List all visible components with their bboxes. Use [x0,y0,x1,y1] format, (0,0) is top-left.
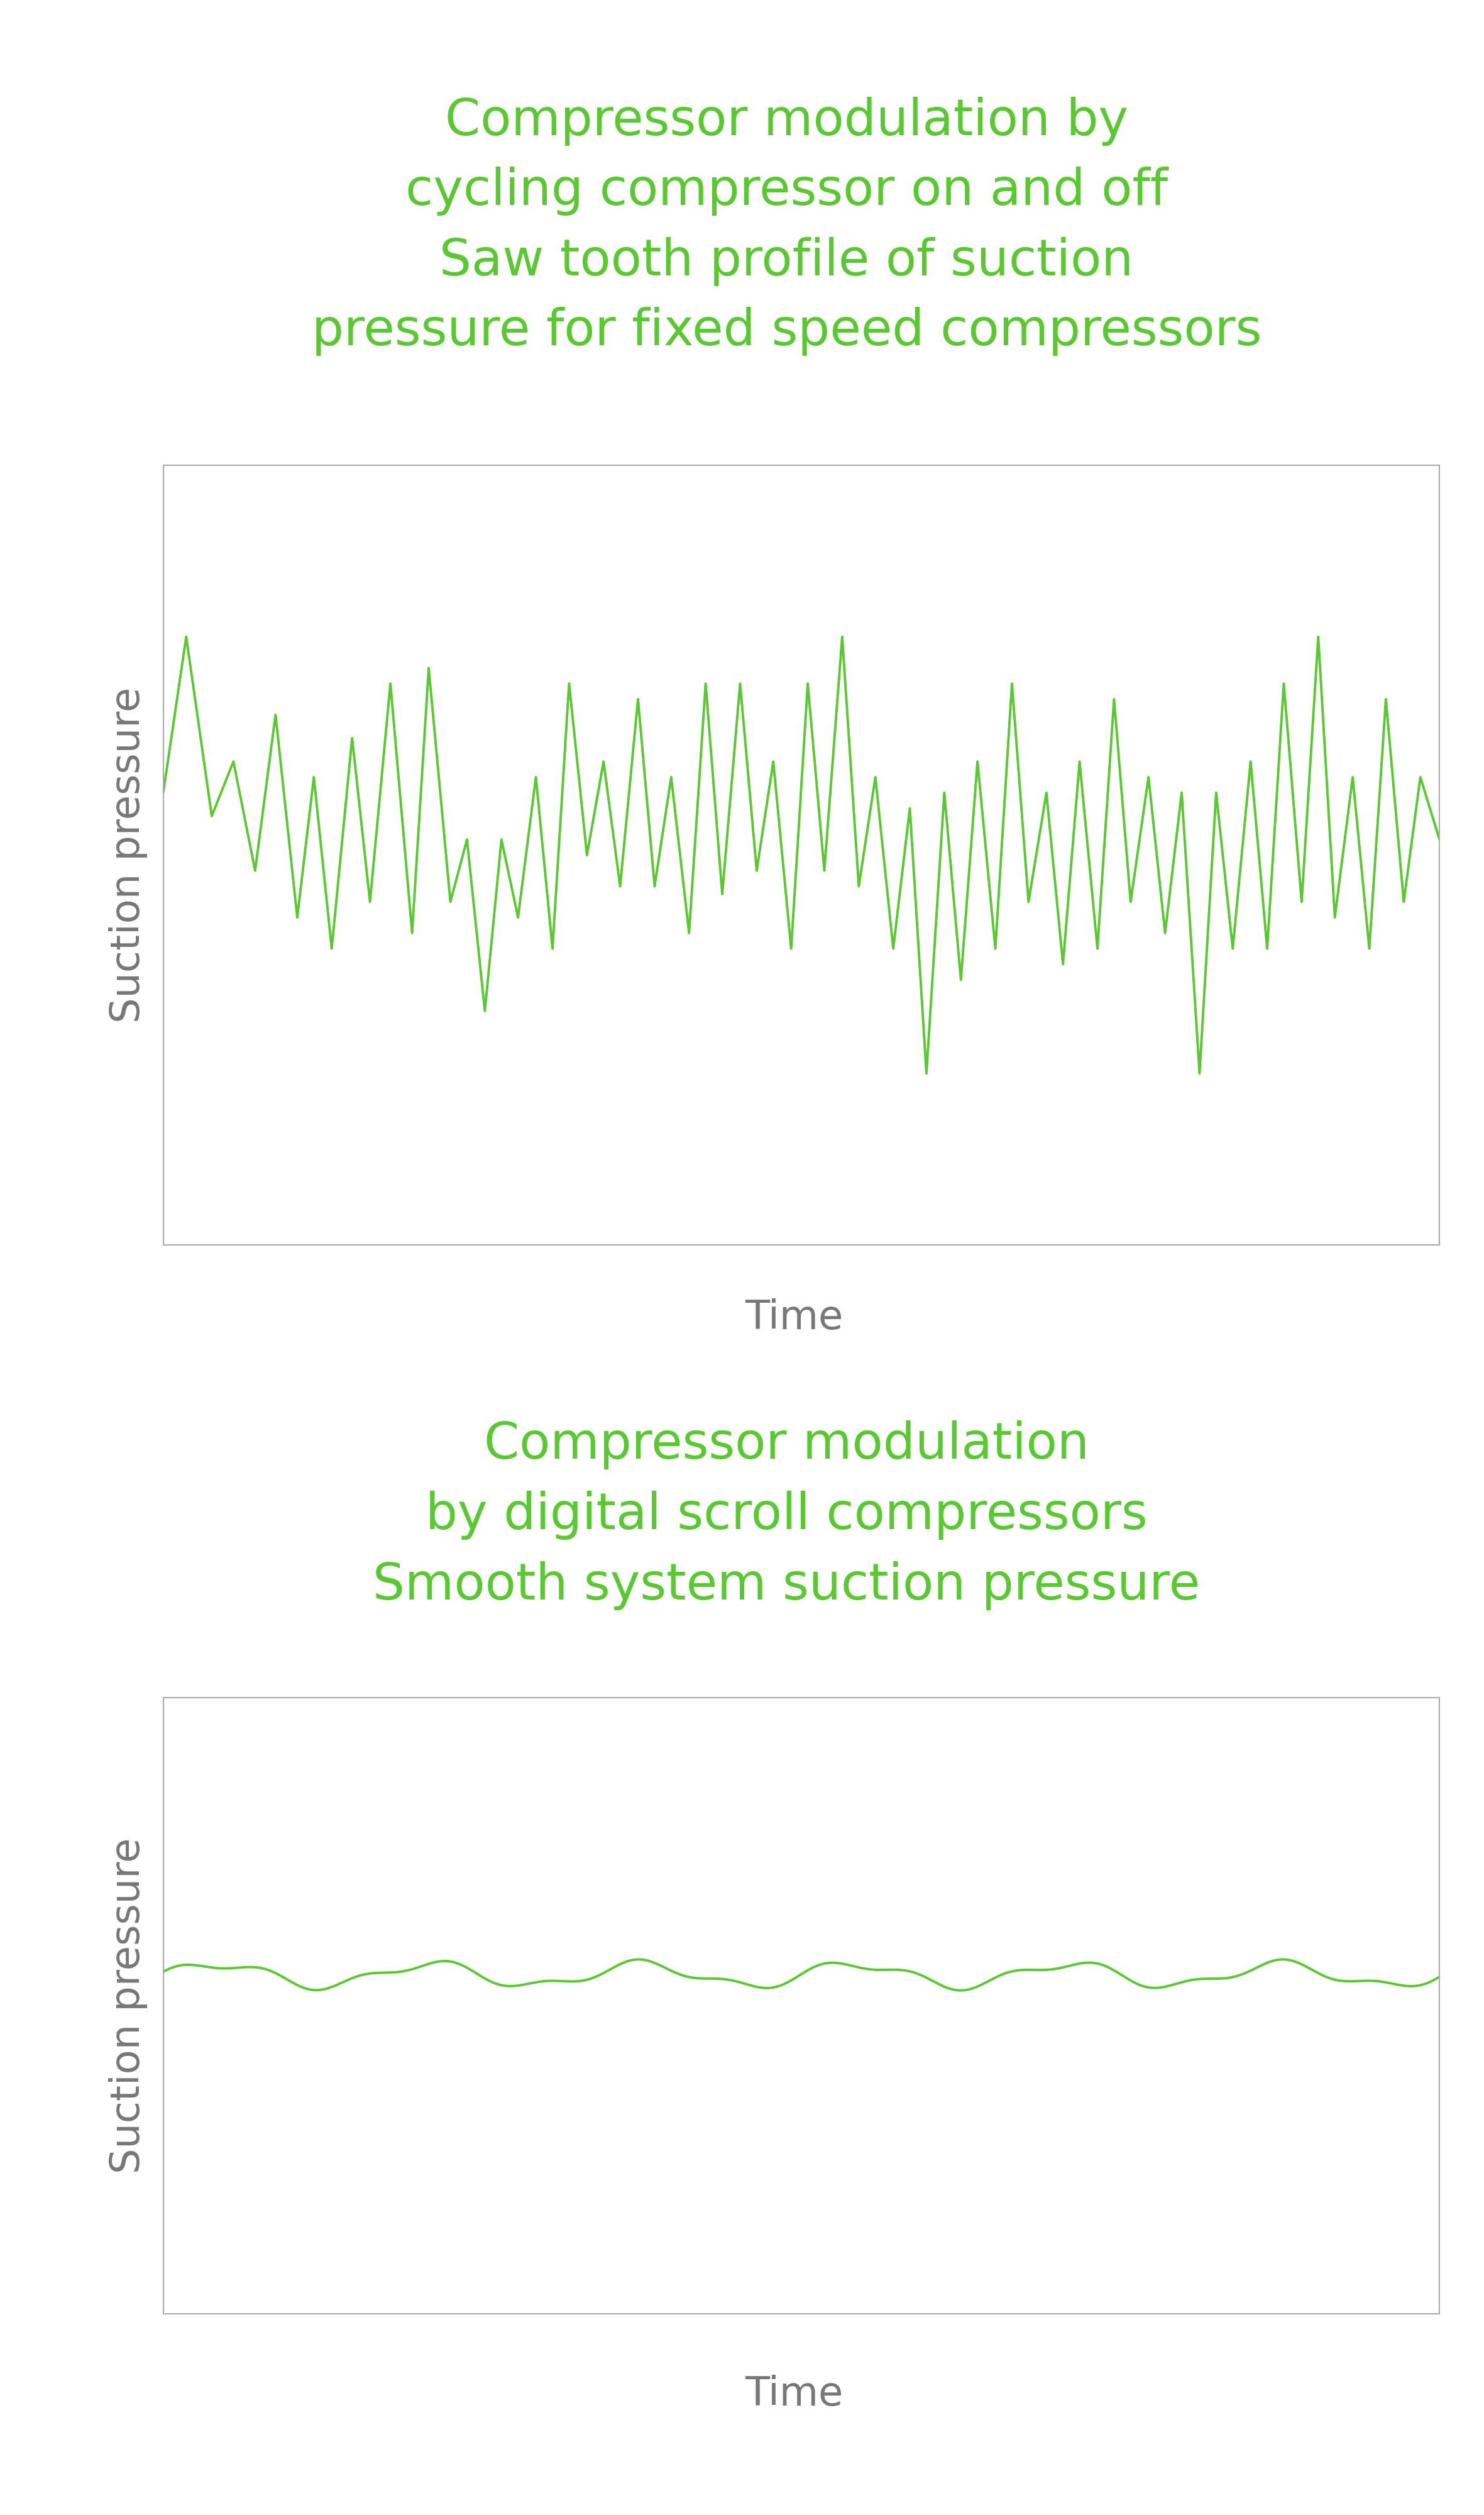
Text: Time: Time [745,2374,843,2414]
Text: Compressor modulation by
cycling compressor on and off
Saw tooth profile of suct: Compressor modulation by cycling compres… [312,96,1261,357]
Text: Time: Time [745,1298,843,1338]
Y-axis label: Suction pressure: Suction pressure [108,687,147,1024]
Y-axis label: Suction pressure: Suction pressure [108,1838,147,2173]
Text: Compressor modulation
by digital scroll compressors
Smooth system suction pressu: Compressor modulation by digital scroll … [372,1421,1201,1610]
